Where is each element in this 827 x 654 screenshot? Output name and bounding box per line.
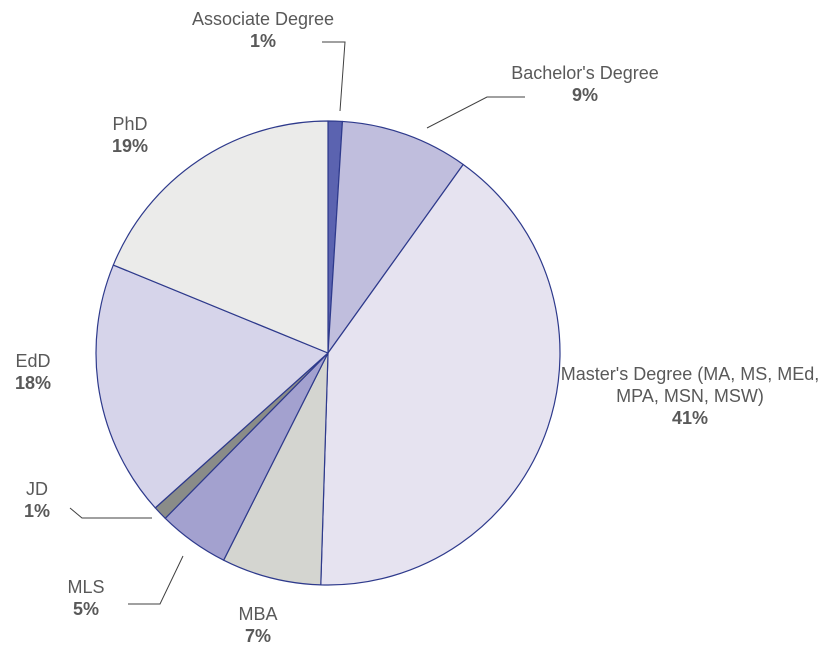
category-name: MBA <box>238 604 278 624</box>
slice-label: MBA 7% <box>198 603 318 647</box>
slice-label: MLS 5% <box>46 576 126 620</box>
leader-line <box>426 96 525 129</box>
percent-label: 1% <box>249 31 276 51</box>
category-name: EdD <box>15 351 51 371</box>
percent-label: 1% <box>23 501 50 521</box>
pie-slice <box>320 163 561 586</box>
leader-line <box>322 41 346 112</box>
percent-label: 19% <box>111 136 149 156</box>
slice-label: EdD 18% <box>3 350 63 394</box>
percent-label: 5% <box>72 599 99 619</box>
slice-label: Master's Degree (MA, MS, MEd, MPA, MSN, … <box>560 363 820 429</box>
pie-slice <box>95 264 329 509</box>
percent-label: 9% <box>571 85 598 105</box>
leader-line <box>128 555 184 605</box>
category-name: Master's Degree (MA, MS, MEd, MPA, MSN, … <box>560 364 820 406</box>
percent-label: 41% <box>671 408 709 428</box>
leader-line <box>69 507 152 519</box>
category-name: PhD <box>112 114 148 134</box>
slice-label: Associate Degree 1% <box>163 8 363 52</box>
slice-label: JD 1% <box>7 478 67 522</box>
pie-slice <box>112 120 329 354</box>
category-name: Bachelor's Degree <box>511 63 659 83</box>
category-name: JD <box>26 479 48 499</box>
pie-slice <box>327 120 464 354</box>
slice-label: PhD 19% <box>80 113 180 157</box>
percent-label: 7% <box>244 626 271 646</box>
category-name: Associate Degree <box>191 9 335 29</box>
percent-label: 18% <box>14 373 52 393</box>
category-name: MLS <box>67 577 105 597</box>
slice-label: Bachelor's Degree 9% <box>475 62 695 106</box>
